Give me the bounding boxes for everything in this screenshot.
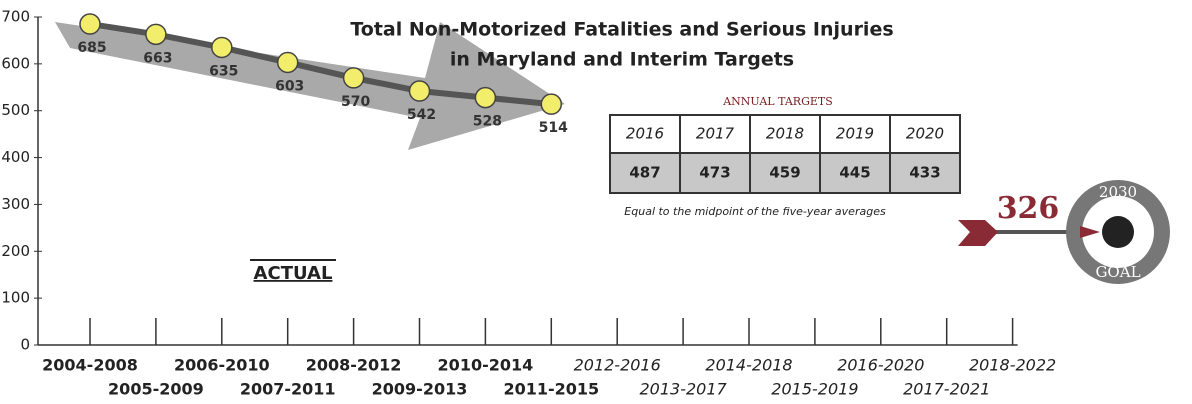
goal-year: 2030 [1099,183,1137,201]
data-point [344,68,364,88]
table-value: 445 [839,164,870,182]
value-label: 528 [473,114,502,130]
goal-center [1102,216,1134,248]
x-tick-label: 2006-2010 [174,356,270,375]
value-label: 603 [275,78,304,94]
table-value: 473 [699,164,730,182]
x-tick-label: 2010-2014 [438,356,534,375]
y-tick-label: 100 [1,289,30,307]
data-point [212,37,232,57]
x-tick-label: 2008-2012 [306,356,402,375]
y-tick-label: 700 [1,8,30,26]
table-value: 433 [909,164,940,182]
data-point [146,24,166,44]
x-tick-label: 2005-2009 [108,380,204,399]
goal-label: GOAL [1095,263,1140,281]
y-tick-label: 400 [1,148,30,166]
x-tick-label: 2012-2016 [574,356,661,375]
data-point [541,94,561,114]
data-point [278,52,298,72]
y-tick-label: 500 [1,101,30,119]
x-tick-label: 2009-2013 [372,380,468,399]
x-tick-label: 2007-2011 [240,380,336,399]
value-label: 514 [539,120,568,136]
data-point [410,81,430,101]
chart-subtitle: in Maryland and Interim Targets [450,49,794,71]
trend-arrow [55,22,565,150]
x-tick-label: 2014-2018 [705,356,792,375]
goal-arrow-tail [958,220,998,246]
y-tick-label: 200 [1,242,30,260]
chart-title: Total Non-Motorized Fatalities and Serio… [350,19,893,41]
x-tick-label: 2017-2021 [903,380,990,399]
table-year: 2018 [766,125,804,143]
value-label: 685 [77,40,106,56]
x-tick-label: 2004-2008 [42,356,138,375]
table-value: 459 [769,164,800,182]
goal: 2030 GOAL 326 [958,180,1170,284]
table-year: 2017 [696,125,735,143]
actual-label: ACTUAL [254,263,333,284]
x-tick-label: 2016-2020 [837,356,924,375]
value-label: 635 [209,63,238,79]
value-label: 570 [341,94,370,110]
value-label: 663 [143,50,172,66]
y-tick-label: 0 [20,336,30,354]
y-tick-label: 300 [1,195,30,213]
goal-value: 326 [997,191,1060,226]
table-year: 2019 [836,125,874,143]
table-note: Equal to the midpoint of the five-year a… [624,205,886,218]
x-tick-label: 2018-2022 [969,356,1056,375]
x-tick-label: 2011-2015 [503,380,599,399]
table-title: ANNUAL TARGETS [722,95,833,108]
x-tick-label: 2013-2017 [639,380,727,399]
chart: Total Non-Motorized Fatalities and Serio… [0,0,1192,404]
data-point [475,88,495,108]
table-year: 2016 [626,125,664,143]
value-label: 542 [407,107,436,123]
x-tick-label: 2015-2019 [771,380,858,399]
y-tick-label: 600 [1,54,30,72]
data-point [80,14,100,34]
table-year: 2020 [906,125,944,143]
table-value: 487 [629,164,660,182]
